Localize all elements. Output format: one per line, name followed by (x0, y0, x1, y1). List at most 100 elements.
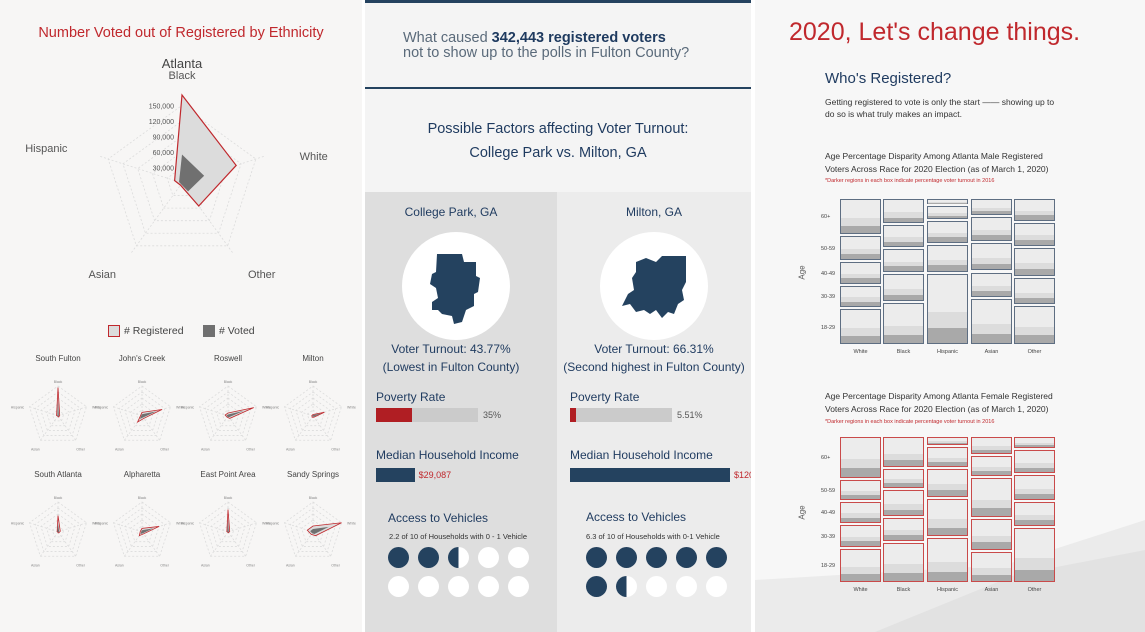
mosaic-cell-turnout-shade (841, 494, 880, 499)
voted-series-area (140, 528, 154, 534)
mosaic-cell-turnout-shade (884, 266, 923, 271)
vehicle-dot (616, 547, 637, 568)
mosaic-cell (927, 538, 968, 582)
voted-series-area (57, 401, 59, 417)
mosaic-cell (840, 262, 881, 284)
radar-ring (118, 507, 166, 552)
milton-map-circle (600, 232, 708, 340)
radar-tick-label: 150,000 (149, 103, 174, 110)
mosaic-cell-turnout-shade (928, 571, 967, 581)
mosaic-cell (883, 303, 924, 344)
mini-radar-axis-label: White (92, 406, 101, 410)
mosaic-cell (883, 489, 924, 516)
mosaic-cell (971, 519, 1012, 550)
mini-radar-axis-label: White (347, 522, 356, 526)
mosaic-cell-registered-shade (972, 285, 1011, 296)
mosaic-cell-turnout-shade (1015, 520, 1054, 526)
radar-ring (112, 385, 172, 441)
mosaic-cell-registered-shade (928, 201, 967, 204)
mosaic-cell (971, 478, 1012, 518)
registered-series-area (56, 387, 61, 418)
mini-radar-title: South Fulton (35, 354, 80, 363)
mini-radar-axis-label: White (347, 406, 356, 410)
mosaic-cell-turnout-shade (972, 210, 1011, 214)
mini-radar-axis-label: Asian (286, 447, 295, 451)
mosaic-cell (1014, 450, 1055, 474)
mosaic-cell (927, 206, 968, 220)
mosaic-cell-turnout-shade (928, 265, 967, 271)
radar-spoke (312, 531, 331, 557)
mosaic-cell-turnout-shade (884, 509, 923, 515)
mosaic-cell (883, 273, 924, 302)
female-chart-note: *Darker regions in each box indicate per… (825, 419, 995, 425)
milton-poverty-label: Poverty Rate (570, 390, 640, 404)
radar-tick-label: 120,000 (149, 119, 174, 126)
mosaic-cell-registered-shade (928, 441, 967, 445)
factors-title-line1: Possible Factors affecting Voter Turnout… (427, 121, 689, 137)
registered-series-area (136, 409, 163, 424)
radar-ring (204, 391, 252, 436)
mini-radar-title: South Atlanta (34, 470, 82, 479)
legend-registered-swatch (108, 325, 120, 337)
voted-series-area (179, 154, 205, 192)
radar-axis-label: Black (169, 70, 196, 82)
mosaic-cell-registered-shade (928, 484, 967, 496)
vehicle-dot (676, 576, 697, 597)
radar-axis-label: Other (248, 269, 276, 281)
male-chart-title-line2: Voters Across Race for 2020 Election (as… (825, 164, 1049, 174)
vehicle-dot (706, 576, 727, 597)
radar-axis-label: Asian (89, 269, 117, 281)
race-axis-label: Asian (984, 587, 999, 593)
radar-spoke (199, 406, 229, 417)
mini-radar-axis-label: Other (331, 563, 341, 567)
college-park-vehicles-subtitle: 2.2 of 10 of Households with 0 - 1 Vehic… (389, 532, 528, 541)
radar-ring (51, 525, 65, 538)
mosaic-cell (883, 437, 924, 468)
mosaic-cell-turnout-shade (884, 483, 923, 487)
mini-radar-axis-label: White (262, 522, 271, 526)
mosaic-cell (883, 199, 924, 224)
mosaic-cell (1014, 222, 1055, 246)
mosaic-cell-turnout-shade (1015, 467, 1054, 473)
legend-voted-label: # Voted (219, 325, 255, 337)
mini-radar-title: Roswell (214, 354, 242, 363)
mini-radar-title: Milton (302, 354, 323, 363)
mosaic-cell-turnout-shade (972, 542, 1011, 549)
mosaic-cell (927, 273, 968, 344)
top-rule (365, 0, 751, 3)
mini-radar-axis-label: White (176, 406, 185, 410)
ethnicity-radar-panel: Number Voted out of Registered by Ethnic… (0, 0, 362, 632)
college-park-income-value: $29,087 (418, 470, 452, 480)
mosaic-cell (883, 542, 924, 582)
mini-radar-axis-label: Black (224, 496, 233, 500)
mosaic-cell (971, 456, 1012, 477)
turnout-question-line1: What caused 342,443 registered voters (403, 30, 666, 46)
vehicle-dot (478, 576, 499, 597)
mosaic-cell-registered-shade (1015, 515, 1054, 526)
college-park-poverty-bar-track (376, 408, 478, 422)
age-group-label: 50-59 (821, 245, 836, 252)
radar-spoke (210, 415, 229, 441)
mini-radar-axis-label: Asian (201, 447, 210, 451)
mosaic-cell-turnout-shade (928, 442, 967, 445)
vehicle-dot (448, 576, 469, 597)
radar-tick-label: 60,000 (153, 150, 175, 157)
radar-ring (124, 397, 160, 431)
mosaic-cell-registered-shade (884, 237, 923, 246)
registered-series-area (306, 522, 342, 537)
mini-radar-axis-label: Other (76, 563, 86, 567)
radar-spoke (227, 531, 246, 557)
mosaic-cell (927, 447, 968, 468)
mosaic-cell-registered-shade (972, 207, 1011, 214)
mosaic-cell-turnout-shade (1015, 335, 1054, 343)
mosaic-cell-turnout-shade (841, 541, 880, 546)
mosaic-cell (971, 437, 1012, 455)
radar-ring (289, 391, 337, 436)
mini-radar-axis-label: Black (224, 380, 233, 384)
male-y-axis-label: Age (797, 265, 807, 280)
mosaic-cell-turnout-shade (884, 572, 923, 581)
voter-turnout-factors-panel: What caused 342,443 registered voters no… (365, 0, 751, 632)
vehicle-dot (706, 547, 727, 568)
mini-radar-axis-label: Hispanic (181, 406, 195, 410)
mosaic-cell (840, 199, 881, 234)
